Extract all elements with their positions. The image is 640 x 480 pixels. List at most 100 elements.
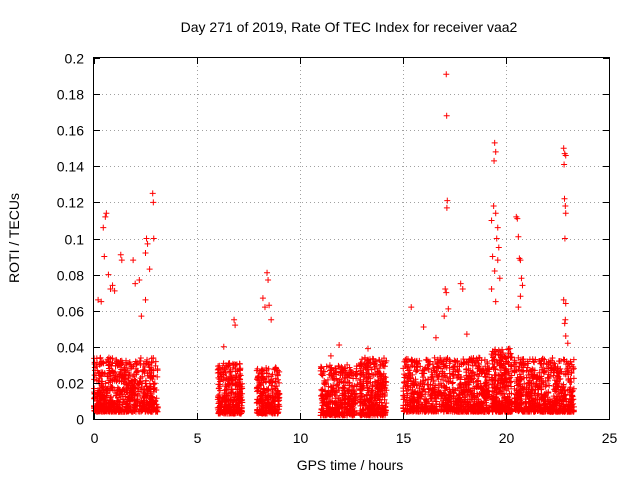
data-point [154,408,161,415]
data-point [258,398,265,405]
data-point [458,401,465,408]
data-point [320,402,327,409]
data-point [562,152,569,159]
data-point [464,358,471,365]
data-point [489,253,496,260]
data-point [568,388,575,395]
data-point [116,360,123,367]
data-point [425,366,432,373]
data-point [325,400,332,407]
data-point [377,361,384,368]
data-point [227,410,234,417]
data-point [435,408,442,415]
data-point [353,375,360,382]
data-point [332,389,339,396]
data-point [423,357,430,364]
data-point [139,373,146,380]
data-point [494,359,501,366]
data-point [132,280,139,287]
data-point [120,378,127,385]
data-point [402,363,409,370]
data-point [256,409,263,416]
data-point [275,401,282,408]
data-point [352,393,359,400]
data-point [110,368,117,375]
data-point [265,399,272,406]
data-point [561,161,568,168]
data-point [435,373,442,380]
data-point [529,373,536,380]
data-point [494,224,501,231]
data-point [349,412,356,419]
data-point [140,360,147,367]
data-point [357,390,364,397]
data-point [107,383,114,390]
data-point [548,408,555,415]
data-point [529,356,536,363]
data-point [113,356,120,363]
data-point [226,360,233,367]
data-point [226,375,233,382]
data-point [445,378,452,385]
data-point [346,379,353,386]
data-point [359,407,366,414]
data-point [414,390,421,397]
data-point [120,386,127,393]
data-point [561,370,568,377]
x-tick-label: 20 [499,430,515,446]
data-point [444,197,451,204]
data-point [97,372,104,379]
data-point [346,387,353,394]
data-point [483,377,490,384]
data-point [568,397,575,404]
data-point [418,391,425,398]
data-point [465,365,472,372]
data-point [553,399,560,406]
data-point [130,257,137,264]
data-point [98,358,105,365]
data-point [475,373,482,380]
data-point [349,394,356,401]
data-point [268,316,275,323]
data-point [515,233,522,240]
data-point [332,365,339,372]
data-point [451,386,458,393]
data-point [540,401,547,408]
data-point [517,257,524,264]
data-point [499,404,506,411]
data-point [236,400,243,407]
data-point [539,355,546,362]
data-point [381,363,388,370]
data-point [269,390,276,397]
data-point [108,393,115,400]
data-point [489,408,496,415]
data-point [419,367,426,374]
data-point [257,381,264,388]
data-point [325,404,332,411]
data-point [379,412,386,419]
data-point [475,363,482,370]
data-point [349,407,356,414]
data-point [147,383,154,390]
data-point [543,360,550,367]
data-point [258,393,265,400]
data-point [565,398,572,405]
data-point [325,383,332,390]
data-point [364,397,371,404]
data-point [497,351,504,358]
data-point [106,367,113,374]
data-point [111,377,118,384]
data-point [222,362,229,369]
data-point [422,388,429,395]
data-point [465,372,472,379]
data-point [447,358,454,365]
data-point [511,385,518,392]
data-point [356,399,363,406]
data-point [488,374,495,381]
data-point [441,313,448,320]
data-point [491,387,498,394]
data-point [490,398,497,405]
data-point [469,408,476,415]
data-point [370,361,377,368]
data-point [126,359,133,366]
